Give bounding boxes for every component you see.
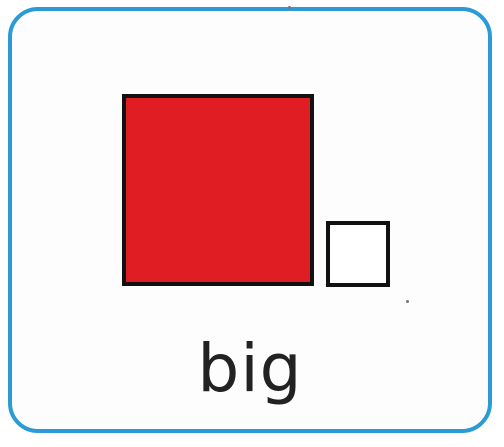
dust-speck [406,300,409,303]
flashcard: big [8,7,492,433]
small-white-square [326,221,390,287]
card-label: big [197,330,303,407]
dust-speck [288,6,291,9]
big-red-square [122,94,314,286]
